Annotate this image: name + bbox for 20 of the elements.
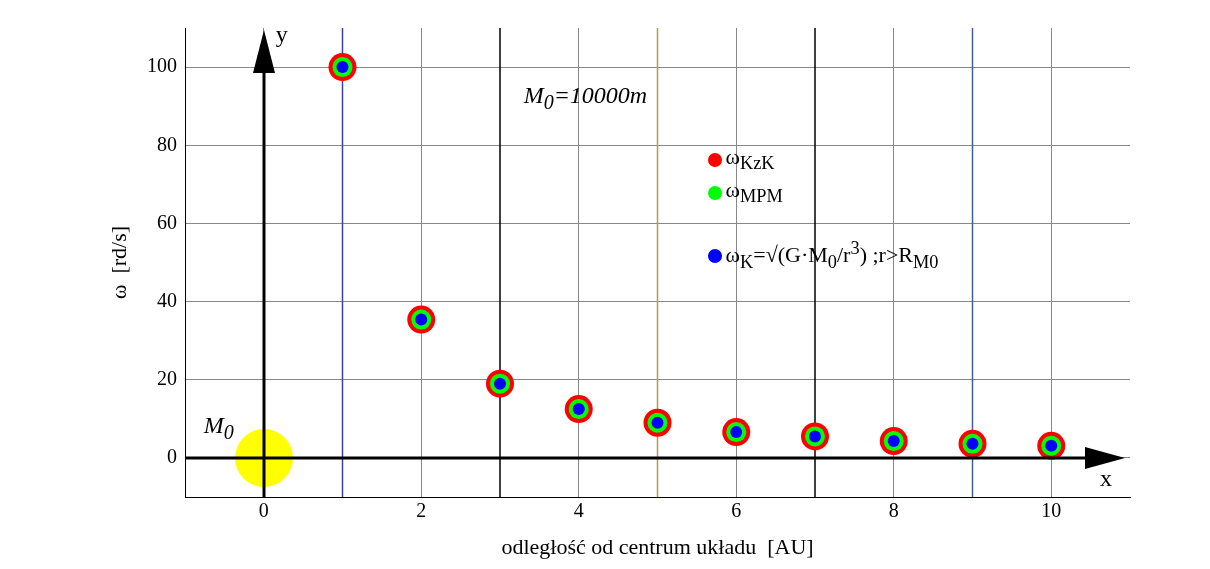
annotation: M$_{0}$=10000m [523,82,648,113]
x-tick-label: 0 [258,499,269,522]
legend-label: ω$_{KzK}$ [725,143,775,176]
legend-label: ω$_{MPM}$ [725,176,783,209]
y-tick-label: 60 [157,210,177,233]
x-tick-label: 4 [573,499,584,522]
y-tick-label: 100 [147,54,177,77]
y-tick-label: 80 [157,132,177,155]
y-axis-title: ω [rd/s] [105,225,131,300]
x-tick-label: 2 [416,499,427,522]
y-tick-label: 0 [167,445,177,468]
x-tick-label: 10 [1041,499,1062,522]
y-tick-label: 40 [157,288,177,311]
annotation: x [1100,464,1112,491]
annotation: M$_{0}$ [203,411,234,443]
y-tick-label: 20 [157,367,177,389]
x-tick-label: 6 [731,499,742,522]
x-tick-label: 8 [888,499,899,522]
x-axis-title: odległość od centrum układu [AU] [501,533,814,559]
annotation: y [275,21,288,47]
